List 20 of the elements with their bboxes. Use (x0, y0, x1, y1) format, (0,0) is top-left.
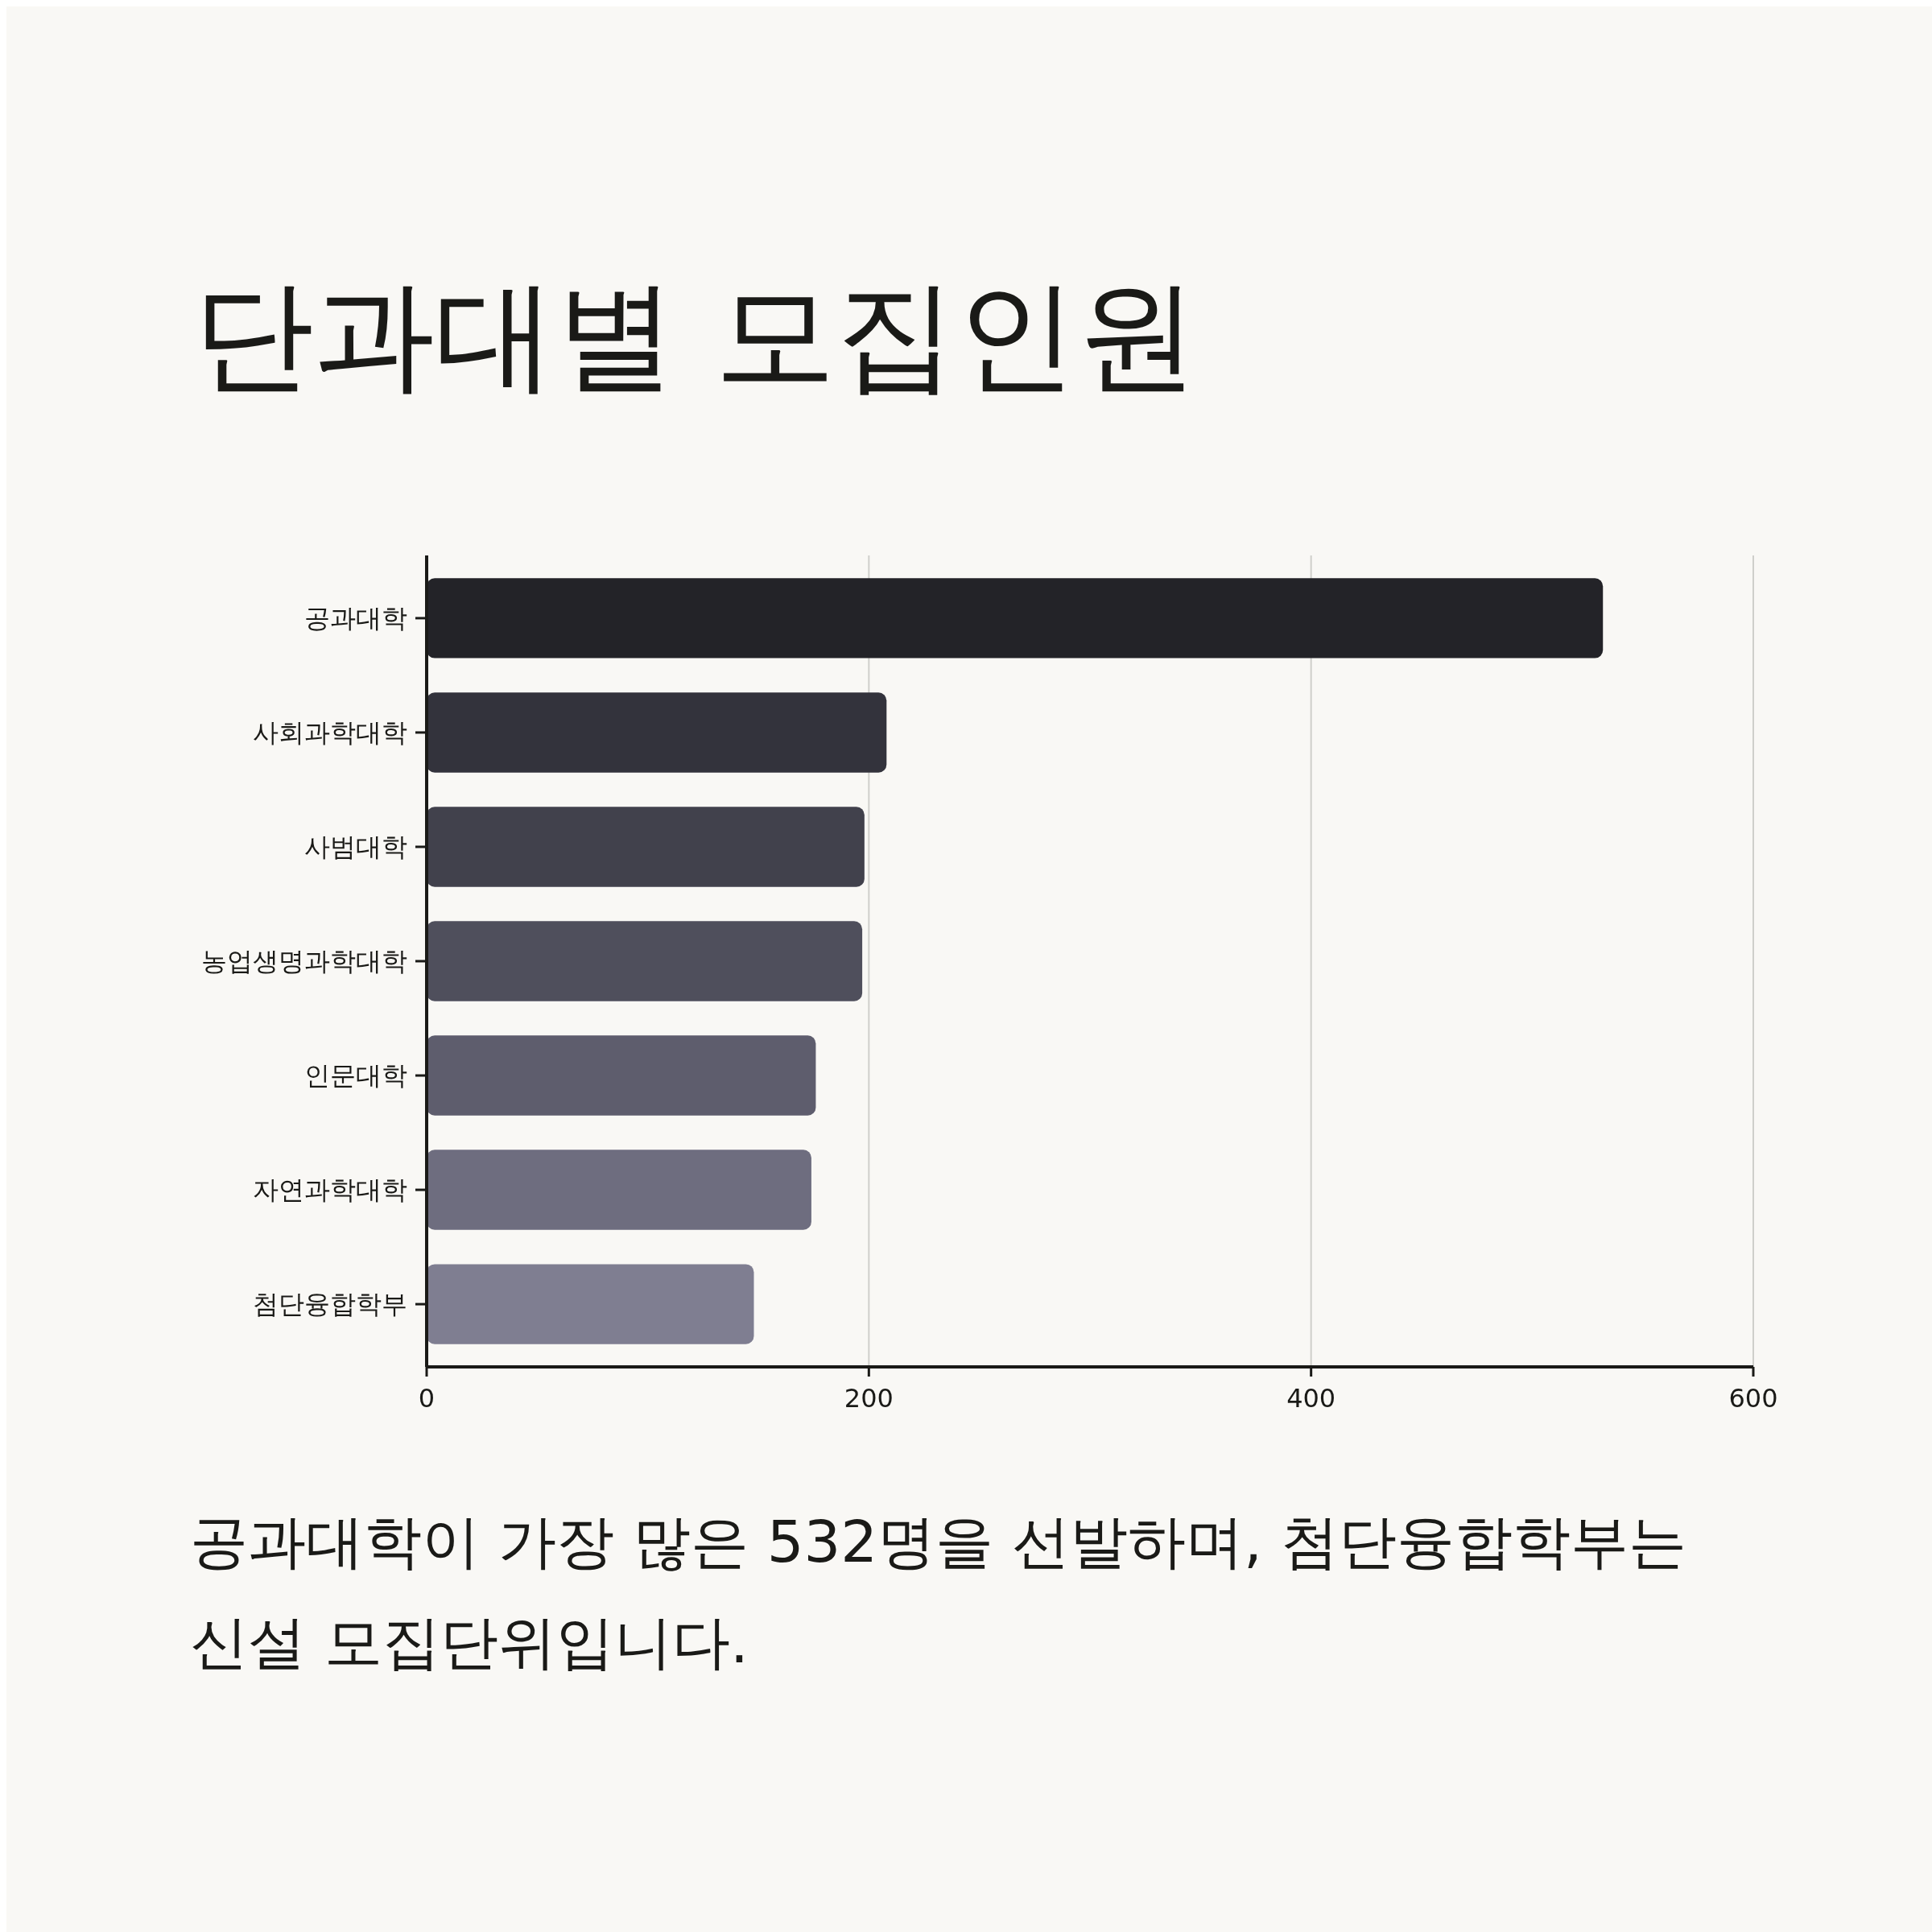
bar (427, 692, 887, 773)
bar (427, 578, 1604, 658)
bar (427, 921, 863, 1001)
text: 공과대학이 가장 많은 532명을 선발하며, 첨단융합학부는 신설 모집단위입니다. (190, 1507, 1687, 1678)
y-tick-label: 사회과학대학 (253, 717, 407, 749)
x-tick-label: 400 (1286, 1383, 1336, 1414)
bar (427, 1035, 816, 1116)
x-tick-label: 0 (418, 1383, 436, 1414)
y-tick-label: 농업생명과학대학 (201, 946, 407, 977)
bar (427, 1150, 811, 1230)
y-tick-label: 사범대학 (304, 832, 407, 863)
y-tick-label: 자연과학대학 (253, 1174, 407, 1206)
x-tick-label: 200 (844, 1383, 894, 1414)
y-tick-label: 인문대학 (304, 1060, 407, 1092)
x-tick-label: 600 (1728, 1383, 1778, 1414)
bar (427, 807, 865, 887)
y-tick-label: 첨단융합학부 (253, 1289, 407, 1320)
chart-title: 단과대별 모집인원 (193, 265, 1198, 405)
bar (427, 1264, 754, 1344)
y-tick-label: 공과대학 (304, 603, 407, 634)
